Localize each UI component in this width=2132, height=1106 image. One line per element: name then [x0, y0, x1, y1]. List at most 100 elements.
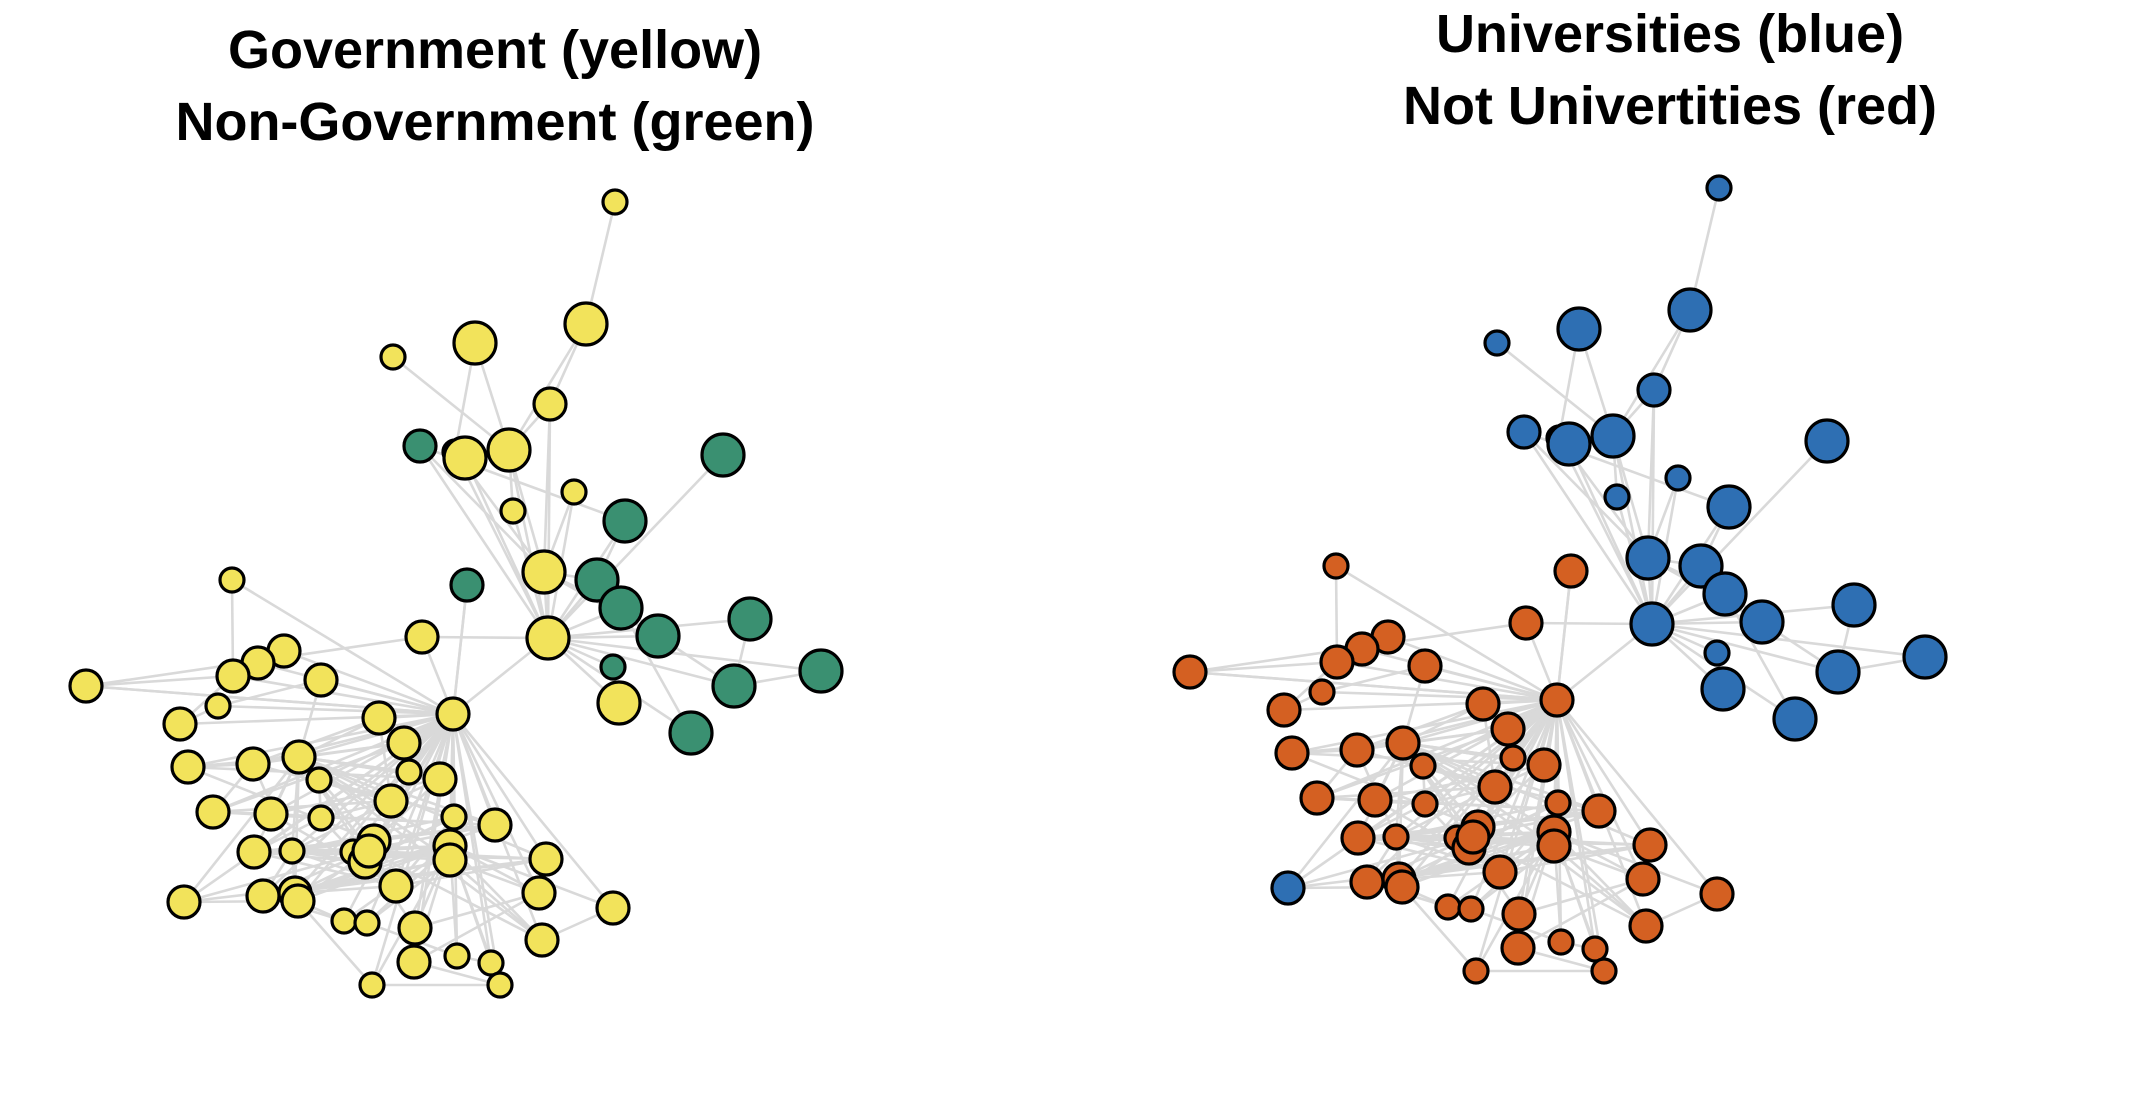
left-edge: [547, 636, 735, 688]
right-node-23: [1700, 666, 1746, 712]
right-node-4: [1483, 329, 1511, 357]
left-node-39: [170, 749, 206, 785]
left-node-38: [281, 739, 317, 775]
left-node-18: [727, 596, 773, 642]
right-node-73: [1628, 908, 1664, 944]
left-node-50: [477, 807, 513, 843]
right-node-66: [1501, 896, 1537, 932]
left-node-59: [351, 833, 387, 869]
right-node-47: [1357, 782, 1393, 818]
left-edge: [546, 403, 552, 639]
right-edge: [1650, 389, 1656, 625]
left-edge: [297, 900, 373, 986]
right-node-58: [1270, 870, 1306, 906]
right-edge: [1651, 440, 1828, 625]
right-edge: [1651, 622, 1839, 674]
right-node-10: [1664, 464, 1692, 492]
right-node-29: [1172, 654, 1208, 690]
right-node-24: [1546, 421, 1592, 467]
right-node-71: [1590, 957, 1618, 985]
right-edge: [1555, 699, 1606, 972]
right-node-36: [1465, 686, 1501, 722]
right-edge: [1472, 835, 1647, 928]
node-layer-right: [1172, 174, 1948, 985]
left-edge: [298, 755, 410, 774]
left-edge: [320, 678, 454, 716]
left-node-10: [560, 478, 588, 506]
right-node-52: [1340, 820, 1376, 856]
right-node-21: [1703, 639, 1731, 667]
left-node-4: [379, 343, 407, 371]
right-edge: [1522, 431, 1654, 625]
left-node-16: [635, 613, 681, 659]
left-node-17: [525, 615, 571, 661]
right-node-56: [1632, 827, 1668, 863]
panel-title-left: Government (yellow) Non-Government (gree…: [60, 14, 930, 158]
left-node-68: [443, 942, 471, 970]
left-node-72: [358, 971, 386, 999]
left-node-62: [330, 907, 358, 935]
panel-title-right-line1: Universities (blue): [1435, 4, 1905, 64]
left-node-51: [278, 837, 306, 865]
left-edge: [252, 716, 380, 766]
left-edge: [270, 712, 454, 816]
right-edge: [1189, 660, 1338, 674]
left-node-35: [303, 662, 339, 698]
left-node-13: [521, 549, 567, 595]
left-node-19: [711, 663, 757, 709]
right-node-22: [1772, 696, 1818, 742]
left-node-61: [280, 883, 316, 919]
right-edge: [1424, 664, 1558, 702]
left-node-70: [396, 944, 432, 980]
right-node-50: [1581, 793, 1617, 829]
panel-title-right: Universities (blue) Not Univertities (re…: [1210, 0, 2130, 142]
right-edge: [1496, 341, 1614, 438]
left-node-30: [215, 658, 251, 694]
right-node-60: [1349, 864, 1385, 900]
left-node-54: [378, 868, 414, 904]
right-node-12: [1706, 484, 1752, 530]
network-panel-right: [1172, 174, 1948, 985]
left-edge: [418, 445, 550, 639]
left-edge: [451, 584, 469, 715]
left-edge: [183, 849, 370, 904]
right-edge: [1336, 660, 1558, 702]
left-edge: [451, 713, 548, 860]
panel-title-left-line2: Non-Government (green): [175, 92, 815, 152]
left-edge: [451, 713, 502, 986]
right-edge: [1286, 742, 1405, 889]
left-node-37: [386, 725, 422, 761]
right-node-17: [1629, 601, 1675, 647]
right-node-9: [1804, 418, 1850, 464]
right-edge: [1335, 564, 1558, 702]
left-node-44: [422, 761, 458, 797]
right-edge: [1567, 443, 1654, 625]
right-edge: [1321, 690, 1558, 702]
left-node-46: [307, 804, 335, 832]
right-node-74: [1699, 876, 1735, 912]
left-node-3: [563, 301, 609, 347]
node-layer-left: [68, 188, 844, 999]
right-node-59: [1455, 819, 1491, 855]
left-node-6: [402, 428, 438, 464]
right-node-37: [1490, 711, 1526, 747]
right-node-30: [1319, 644, 1355, 680]
right-node-11: [1603, 483, 1631, 511]
left-node-69: [477, 949, 505, 977]
right-node-70: [1500, 930, 1536, 966]
right-node-19: [1815, 649, 1861, 695]
left-node-73: [524, 922, 560, 958]
right-edge: [1553, 845, 1647, 927]
left-node-42: [373, 783, 409, 819]
right-node-25: [1553, 553, 1589, 589]
right-edge: [1374, 698, 1558, 802]
right-edge: [1723, 593, 1797, 720]
left-node-58: [166, 884, 202, 920]
left-edge: [85, 674, 234, 688]
right-node-44: [1526, 747, 1562, 783]
right-node-41: [1339, 732, 1375, 768]
left-node-29: [68, 668, 104, 704]
right-node-62: [1434, 893, 1462, 921]
left-node-66: [397, 910, 433, 946]
right-node-8: [1590, 413, 1636, 459]
